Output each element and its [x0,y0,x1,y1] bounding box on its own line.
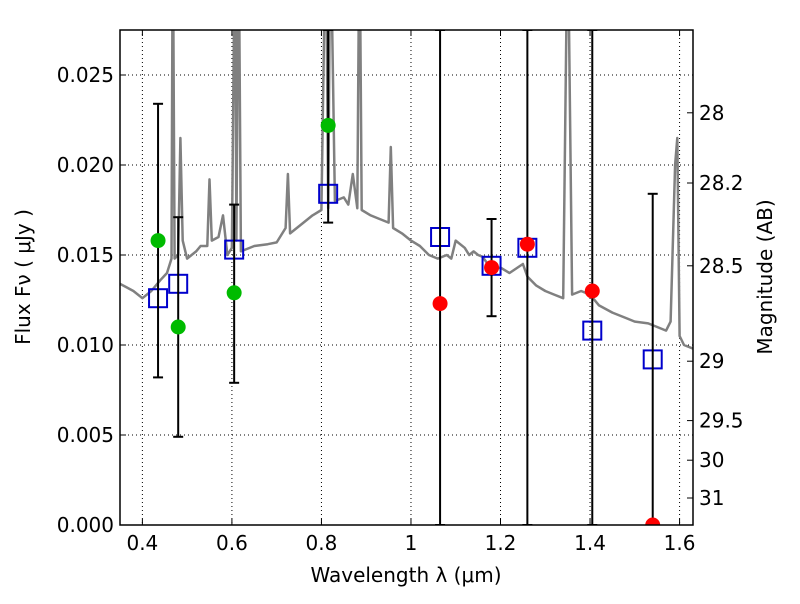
y-tick-label: 0.025 [57,63,114,87]
y-tick-label: 0.005 [57,423,114,447]
y-tick-label: 0.020 [57,153,114,177]
x-tick-label: 1 [405,531,418,555]
plot-frame [119,29,694,526]
x-tick-label: 0.4 [126,531,158,555]
detection-point [150,233,166,249]
y2-tick-label: 29 [699,349,724,373]
y2-tick-label: 30 [699,448,724,472]
upper-limit-point [584,283,600,299]
x-axis-label: Wavelength λ (μm) [310,563,501,587]
upper-limit-point [432,296,448,312]
x-tick-label: 1.6 [664,531,696,555]
y2-tick-label: 29.5 [699,409,744,433]
y2-tick-label: 28.5 [699,254,744,278]
y2-tick-label: 31 [699,486,724,510]
detection-point [170,319,186,335]
tick-layer: 0.4 0.6 0.8 1 1.2 1.4 1.6 0.000 0.005 0.010 0.015 0… [57,30,744,555]
y2-tick-label: 28.2 [699,171,744,195]
x-tick-label: 0.6 [216,531,248,555]
x-tick-label: 1.2 [485,531,517,555]
y-tick-label: 0.015 [57,243,114,267]
x-tick-label: 1.4 [574,531,606,555]
detection-point [320,117,336,133]
x-tick-label: 0.8 [306,531,338,555]
detection-point [226,285,242,301]
y-axis-label: Flux Fν ( μJy ) [11,209,35,345]
upper-limit-point [645,517,661,525]
plot-area [120,30,693,525]
upper-limit-point [484,260,500,276]
model-spectrum-line [120,30,693,350]
y-tick-label: 0.010 [57,333,114,357]
y2-tick-label: 28 [699,101,724,125]
y-tick-label: 0.000 [57,513,114,537]
grid-layer [120,30,693,526]
data-layer [120,30,693,525]
y2-axis-label: Magnitude (AB) [753,199,777,354]
upper-limit-point [519,236,535,252]
